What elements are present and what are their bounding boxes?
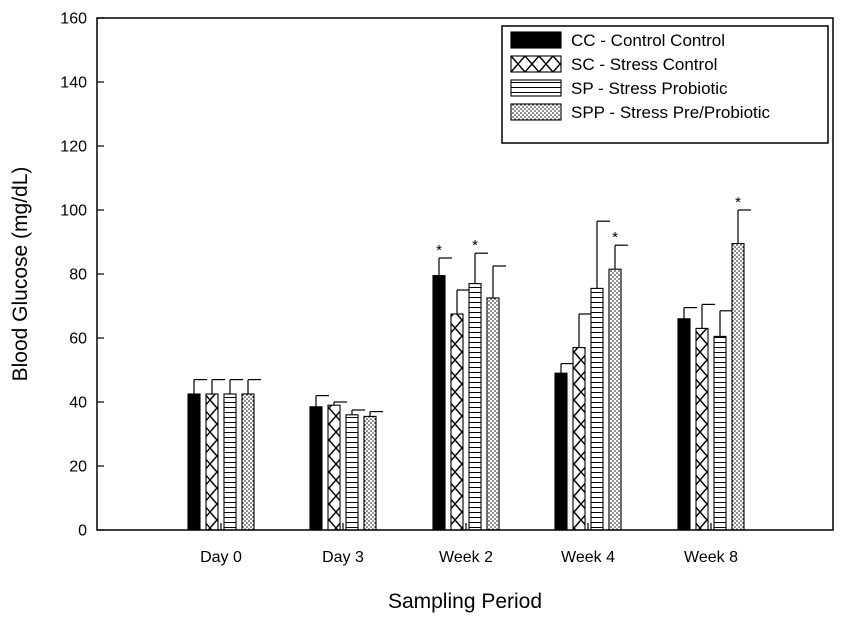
bar — [187, 393, 201, 531]
y-tick-label: 20 — [69, 459, 87, 476]
legend-swatch — [510, 103, 562, 121]
series-2: * — [223, 220, 733, 531]
series-1 — [205, 289, 715, 531]
bar — [731, 243, 745, 531]
legend-swatch — [510, 79, 562, 97]
y-tick-label: 40 — [69, 395, 87, 412]
bar — [205, 393, 219, 531]
y-tick-label: 140 — [60, 75, 87, 92]
legend: CC - Control Control SC - Stress Control S… — [501, 25, 829, 144]
significance-marker: * — [612, 229, 618, 246]
x-axis-ticks: Day 0 Day 3 Week 2 Week 4 Week 8 — [200, 523, 738, 566]
bars: * * ** — [187, 194, 751, 531]
significance-marker: * — [472, 237, 478, 254]
legend-swatch — [510, 55, 562, 73]
significance-marker: * — [735, 194, 741, 211]
bar — [432, 275, 446, 531]
y-axis-ticks: 0 20 40 60 80 100 120 140 160 — [60, 11, 104, 540]
bar — [677, 318, 691, 531]
x-tick-label: Day 3 — [322, 549, 364, 566]
bar — [554, 372, 568, 531]
x-tick-label: Day 0 — [200, 549, 242, 566]
y-tick-label: 120 — [60, 139, 87, 156]
bar — [608, 268, 622, 531]
legend-entry: SP - Stress Probiotic — [571, 79, 728, 98]
y-tick-label: 160 — [60, 11, 87, 28]
bar — [450, 313, 464, 531]
y-tick-label: 100 — [60, 203, 87, 220]
y-tick-label: 0 — [78, 523, 87, 540]
x-tick-label: Week 2 — [439, 549, 493, 566]
bar — [468, 283, 482, 531]
significance-marker: * — [436, 242, 442, 259]
x-tick-label: Week 8 — [684, 549, 738, 566]
bar — [590, 287, 604, 531]
legend-entry: SPP - Stress Pre/Probiotic — [571, 103, 771, 122]
bar — [309, 406, 323, 531]
bar — [572, 347, 586, 531]
bar — [486, 297, 500, 531]
x-tick-label: Week 4 — [561, 549, 615, 566]
x-axis-title: Sampling Period — [388, 590, 542, 613]
bar — [363, 415, 377, 531]
series-3: ** — [241, 194, 751, 531]
y-tick-label: 80 — [69, 267, 87, 284]
legend-entry: SC - Stress Control — [571, 55, 717, 74]
bar — [695, 327, 709, 531]
bar — [713, 335, 727, 531]
bar — [241, 393, 255, 531]
plot-area-frame — [96, 17, 834, 531]
y-tick-label: 60 — [69, 331, 87, 348]
y-axis-title: Blood Glucose (mg/dL) — [9, 167, 32, 382]
bar — [223, 393, 237, 531]
legend-swatch — [510, 31, 562, 49]
bar — [345, 414, 359, 531]
bar — [327, 404, 341, 531]
legend-entry: CC - Control Control — [571, 31, 725, 50]
